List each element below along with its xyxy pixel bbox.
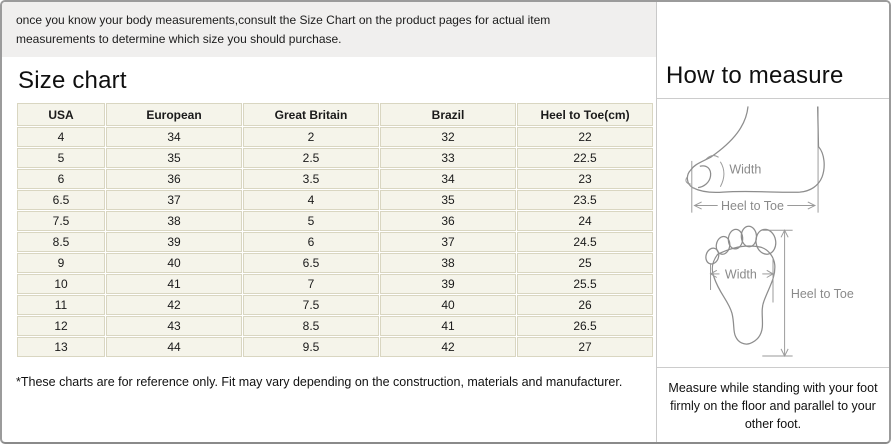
size-cell: 43 xyxy=(106,316,242,336)
size-cell: 22.5 xyxy=(517,148,653,168)
size-cell: 33 xyxy=(380,148,516,168)
size-cell: 4 xyxy=(17,127,105,147)
table-header-row: USA European Great Britain Brazil Heel t… xyxy=(17,103,653,126)
size-cell: 5 xyxy=(17,148,105,168)
size-cell: 40 xyxy=(380,295,516,315)
size-cell: 4 xyxy=(243,190,379,210)
size-cell: 23.5 xyxy=(517,190,653,210)
how-to-measure-title: How to measure xyxy=(657,2,889,99)
size-cell: 6 xyxy=(17,169,105,189)
size-cell: 44 xyxy=(106,337,242,357)
size-cell: 23 xyxy=(517,169,653,189)
size-cell: 8.5 xyxy=(243,316,379,336)
size-cell: 5 xyxy=(243,211,379,231)
size-cell: 24 xyxy=(517,211,653,231)
size-cell: 25 xyxy=(517,253,653,273)
size-cell: 27 xyxy=(517,337,653,357)
table-row: 10 41 7 39 25.5 xyxy=(17,274,653,294)
reference-footnote: *These charts are for reference only. Fi… xyxy=(16,375,623,389)
column-header-usa: USA xyxy=(17,103,105,126)
sole-heel-to-toe-label: Heel to Toe xyxy=(791,287,854,301)
size-cell: 36 xyxy=(380,211,516,231)
column-header-heeltotoe: Heel to Toe(cm) xyxy=(517,103,653,126)
column-header-gb: Great Britain xyxy=(243,103,379,126)
measurement-diagrams: Width Heel to Toe xyxy=(657,99,889,368)
size-cell: 36 xyxy=(106,169,242,189)
size-conversion-table: USA European Great Britain Brazil Heel t… xyxy=(16,102,654,358)
size-cell: 2 xyxy=(243,127,379,147)
size-cell: 7 xyxy=(243,274,379,294)
size-cell: 7.5 xyxy=(17,211,105,231)
table-row: 6 36 3.5 34 23 xyxy=(17,169,653,189)
size-cell: 26.5 xyxy=(517,316,653,336)
size-cell: 37 xyxy=(106,190,242,210)
column-header-european: European xyxy=(106,103,242,126)
size-cell: 8.5 xyxy=(17,232,105,252)
size-cell: 42 xyxy=(380,337,516,357)
foot-sole-view-diagram: Width Heel to Toe xyxy=(705,225,854,358)
size-cell: 32 xyxy=(380,127,516,147)
size-cell: 6 xyxy=(243,232,379,252)
size-cell: 3.5 xyxy=(243,169,379,189)
table-row: 7.5 38 5 36 24 xyxy=(17,211,653,231)
column-header-brazil: Brazil xyxy=(380,103,516,126)
table-row: 9 40 6.5 38 25 xyxy=(17,253,653,273)
how-to-measure-panel: How to measure Width xyxy=(657,2,889,442)
side-width-label: Width xyxy=(729,162,761,176)
size-cell: 2.5 xyxy=(243,148,379,168)
size-cell: 35 xyxy=(106,148,242,168)
size-cell: 10 xyxy=(17,274,105,294)
table-row: 4 34 2 32 22 xyxy=(17,127,653,147)
size-chart-title: Size chart xyxy=(18,67,127,94)
size-cell: 34 xyxy=(106,127,242,147)
foot-side-view-diagram: Width Heel to Toe xyxy=(685,106,825,213)
size-cell: 24.5 xyxy=(517,232,653,252)
size-cell: 38 xyxy=(106,211,242,231)
size-cell: 37 xyxy=(380,232,516,252)
size-cell: 39 xyxy=(106,232,242,252)
table-row: 12 43 8.5 41 26.5 xyxy=(17,316,653,336)
side-heel-to-toe-label: Heel to Toe xyxy=(721,199,784,213)
size-chart-panel: once you know your body measurements,con… xyxy=(2,2,657,442)
sole-width-label: Width xyxy=(725,267,757,281)
size-cell: 13 xyxy=(17,337,105,357)
table-body: 4 34 2 32 22 5 35 2.5 33 22.5 6 36 3.5 34 23 6.5 37 4 35 23… xyxy=(17,127,653,357)
size-cell: 41 xyxy=(380,316,516,336)
size-cell: 25.5 xyxy=(517,274,653,294)
size-cell: 42 xyxy=(106,295,242,315)
size-cell: 7.5 xyxy=(243,295,379,315)
size-cell: 26 xyxy=(517,295,653,315)
measure-instruction-note: Measure while standing with your foot fi… xyxy=(668,381,878,431)
size-cell: 6.5 xyxy=(17,190,105,210)
size-cell: 38 xyxy=(380,253,516,273)
table-row: 8.5 39 6 37 24.5 xyxy=(17,232,653,252)
intro-text: once you know your body measurements,con… xyxy=(2,2,656,57)
size-cell: 35 xyxy=(380,190,516,210)
size-cell: 9 xyxy=(17,253,105,273)
table-row: 11 42 7.5 40 26 xyxy=(17,295,653,315)
table-row: 13 44 9.5 42 27 xyxy=(17,337,653,357)
size-cell: 40 xyxy=(106,253,242,273)
size-cell: 22 xyxy=(517,127,653,147)
table-row: 5 35 2.5 33 22.5 xyxy=(17,148,653,168)
size-cell: 34 xyxy=(380,169,516,189)
size-cell: 39 xyxy=(380,274,516,294)
size-cell: 9.5 xyxy=(243,337,379,357)
table-header: USA European Great Britain Brazil Heel t… xyxy=(17,103,653,126)
size-cell: 12 xyxy=(17,316,105,336)
table-row: 6.5 37 4 35 23.5 xyxy=(17,190,653,210)
size-cell: 41 xyxy=(106,274,242,294)
size-cell: 6.5 xyxy=(243,253,379,273)
size-cell: 11 xyxy=(17,295,105,315)
